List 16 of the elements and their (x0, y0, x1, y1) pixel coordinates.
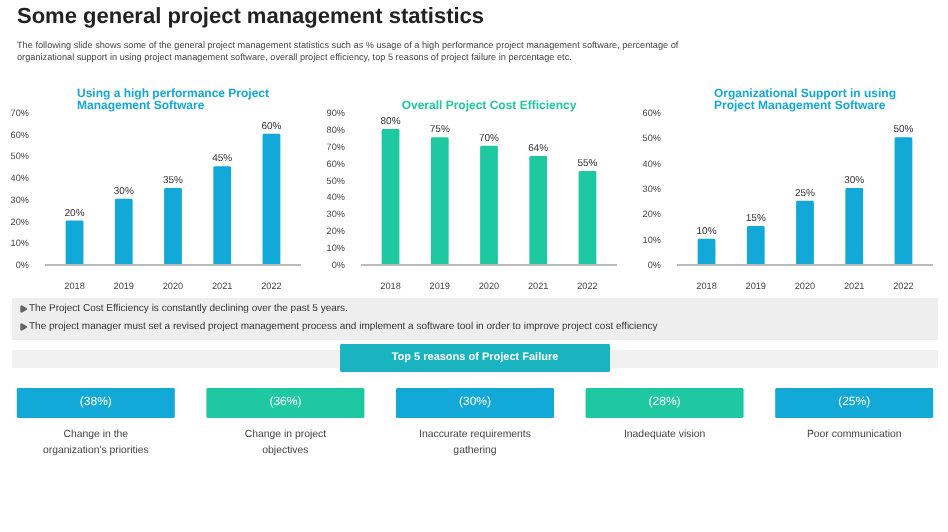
text: Some general project management statistics (17, 5, 485, 29)
bar (894, 137, 913, 265)
bar (114, 198, 133, 265)
bar (381, 128, 400, 265)
bar (430, 137, 449, 265)
bar (796, 200, 814, 265)
bar (845, 188, 864, 265)
bar (746, 226, 765, 265)
bar (529, 155, 548, 265)
bar (65, 220, 84, 265)
bar (164, 188, 182, 265)
bar (480, 145, 498, 265)
bar (213, 166, 232, 265)
bar (262, 133, 281, 265)
bar (578, 171, 597, 265)
bar (697, 238, 716, 265)
